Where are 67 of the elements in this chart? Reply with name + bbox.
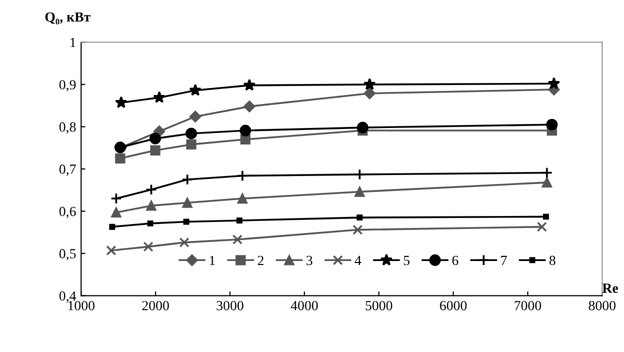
point (363, 78, 376, 90)
point (236, 218, 242, 224)
point (240, 124, 252, 136)
point (352, 224, 363, 235)
y-axis-title: Q₀, кВт (45, 12, 90, 24)
point (364, 88, 376, 100)
point (186, 139, 196, 150)
x-tick-label: 7000 (514, 300, 542, 310)
x-tick-label: 3000 (216, 300, 244, 310)
point (356, 214, 363, 221)
point (189, 84, 202, 96)
point (109, 224, 116, 230)
legend-label: 8 (549, 256, 556, 266)
point (153, 91, 166, 103)
y-tick-label: 1 (70, 38, 76, 48)
point (147, 220, 154, 226)
point (546, 118, 558, 130)
y-tick-label: 0,7 (59, 164, 76, 176)
x-axis-title: Re (602, 284, 618, 293)
x-tick-label: 2000 (142, 300, 169, 310)
x-tick-label: 1000 (68, 300, 94, 310)
point (548, 77, 560, 90)
point (183, 218, 190, 225)
point (115, 153, 126, 164)
x-tick-label: 6000 (440, 300, 467, 310)
point (243, 78, 256, 91)
y-tick-label: 0,6 (59, 206, 76, 218)
legend-label: 2 (258, 256, 264, 266)
point (182, 198, 192, 208)
point (111, 207, 122, 218)
point (146, 200, 156, 211)
legend-label: 4 (354, 256, 362, 266)
point (541, 166, 553, 179)
point (150, 145, 160, 156)
legend-label: 6 (452, 256, 458, 266)
point (110, 192, 122, 204)
legend-label: 7 (501, 256, 507, 266)
point (236, 170, 248, 182)
point (232, 234, 243, 245)
point (114, 96, 128, 108)
point (542, 177, 552, 188)
legend-label: 1 (210, 256, 215, 266)
y-tick-label: 0,8 (59, 122, 76, 134)
point (189, 110, 202, 122)
point (143, 242, 154, 252)
point (237, 193, 248, 204)
x-tick-label: 4000 (290, 300, 318, 310)
x-tick-label: 5000 (366, 300, 392, 310)
legend-label: 5 (404, 256, 410, 266)
legend-label: 3 (306, 256, 312, 266)
point (145, 184, 158, 196)
point (186, 128, 198, 140)
point (542, 214, 549, 220)
point (179, 237, 190, 248)
point (106, 245, 116, 256)
point (149, 132, 162, 144)
point (182, 174, 194, 186)
point (536, 222, 548, 232)
y-tick-label: 0,5 (59, 249, 76, 260)
point (244, 100, 256, 112)
point (240, 134, 250, 144)
y-tick-label: 0,4 (59, 291, 76, 303)
point (354, 186, 365, 197)
point (356, 122, 368, 134)
point (354, 168, 366, 180)
x-tick-label: 8000 (588, 300, 616, 310)
y-tick-label: 0,9 (59, 80, 76, 92)
